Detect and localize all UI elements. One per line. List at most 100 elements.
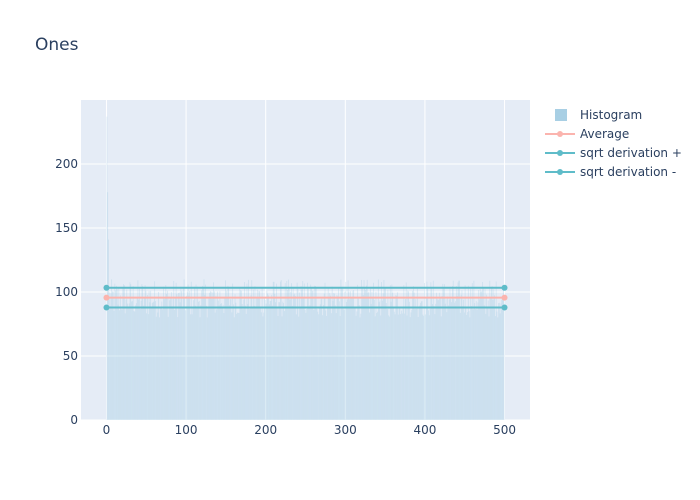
histogram-bar <box>349 299 351 420</box>
histogram-bar <box>435 303 437 420</box>
histogram-bar <box>115 290 117 420</box>
histogram-bar <box>366 285 367 420</box>
histogram-bar <box>345 281 347 420</box>
histogram-bar <box>502 287 504 420</box>
legend-item[interactable]: sqrt derivation + <box>545 146 682 160</box>
histogram-bar <box>164 296 166 420</box>
histogram-bar <box>423 315 425 420</box>
histogram-bar <box>298 316 300 420</box>
histogram-bar <box>178 293 179 420</box>
histogram-bar <box>390 301 392 420</box>
histogram-bar <box>484 289 486 420</box>
histogram-bar <box>451 286 453 420</box>
x-tick-label: 200 <box>254 423 277 437</box>
histogram-bar <box>215 295 217 420</box>
histogram-bar <box>233 317 235 420</box>
histogram-bar <box>426 281 428 420</box>
histogram-bar <box>136 298 138 420</box>
histogram-bar <box>186 291 188 420</box>
histogram-bar <box>416 308 417 420</box>
histogram-bar <box>475 301 477 420</box>
histogram-bar <box>370 303 372 420</box>
histogram-bar <box>292 287 294 420</box>
histogram-bar <box>498 302 500 420</box>
histogram-bar <box>268 304 270 420</box>
histogram-bar <box>186 295 187 420</box>
histogram-bar <box>340 279 342 420</box>
histogram-bar <box>294 293 296 420</box>
histogram-bar <box>381 282 382 420</box>
histogram-bar <box>376 313 378 420</box>
histogram-bar <box>217 300 219 420</box>
y-tick-label: 100 <box>55 285 78 299</box>
legend-item[interactable]: Histogram <box>555 108 642 122</box>
histogram-bar <box>154 281 156 420</box>
histogram-bar <box>385 287 386 420</box>
histogram-bar <box>386 309 388 420</box>
histogram-bar <box>316 308 318 420</box>
histogram-bar <box>344 291 346 420</box>
histogram-bar <box>324 282 326 420</box>
histogram-bar <box>356 311 358 420</box>
chart-title: Ones <box>35 35 79 55</box>
histogram-bar <box>485 313 487 420</box>
histogram-bar <box>212 292 214 420</box>
histogram-bar <box>200 305 202 420</box>
histogram-bar <box>490 286 492 420</box>
histogram-bar <box>334 293 335 420</box>
histogram-bar <box>299 292 300 420</box>
histogram-bar <box>260 307 261 420</box>
histogram-bar <box>129 282 131 420</box>
histogram-bar <box>365 289 367 420</box>
histogram-bar <box>155 301 156 420</box>
histogram-bar <box>371 291 373 420</box>
histogram-bar <box>111 279 113 420</box>
histogram-bar <box>367 292 369 420</box>
legend-item[interactable]: sqrt derivation - <box>545 165 676 179</box>
legend-item[interactable]: Average <box>545 127 629 141</box>
histogram-bar <box>296 282 298 420</box>
histogram-bar <box>497 317 499 420</box>
histogram-bar <box>447 296 449 420</box>
histogram-bar <box>159 317 160 420</box>
series-point <box>103 284 110 291</box>
histogram-bar <box>377 279 379 420</box>
histogram-bar <box>377 311 378 420</box>
histogram-bar <box>270 300 272 420</box>
histogram-bar <box>366 279 368 420</box>
legend-label: Histogram <box>580 108 642 122</box>
histogram-bar <box>126 289 128 420</box>
histogram-bar <box>369 312 370 420</box>
histogram-bar <box>502 295 503 420</box>
histogram-bar <box>313 309 315 420</box>
histogram-bar <box>166 294 167 420</box>
histogram-bar <box>305 312 307 420</box>
histogram-bar <box>110 293 112 420</box>
histogram-bar <box>397 292 398 420</box>
histogram-bar <box>291 305 293 420</box>
histogram-bar <box>280 281 281 420</box>
histogram-bar <box>226 297 228 420</box>
histogram-bar <box>416 287 418 420</box>
histogram-bar <box>280 280 282 420</box>
histogram-bar <box>193 300 195 420</box>
histogram-bar <box>284 311 285 420</box>
histogram-bar <box>251 280 253 420</box>
histogram-bar <box>256 289 258 420</box>
histogram-bars <box>106 116 505 420</box>
histogram-bar <box>471 306 472 420</box>
histogram-bar <box>379 300 381 420</box>
histogram-bar <box>247 303 249 420</box>
y-tick-label: 150 <box>55 221 78 235</box>
histogram-bar <box>436 292 437 420</box>
x-tick-label: 500 <box>493 423 516 437</box>
histogram-bar <box>276 307 278 420</box>
histogram-bar <box>214 312 216 420</box>
histogram-bar <box>204 294 206 420</box>
histogram-bar <box>237 312 239 420</box>
histogram-bar <box>410 312 412 420</box>
histogram-bar <box>269 300 271 420</box>
histogram-bar <box>441 295 443 420</box>
histogram-bar <box>249 308 251 420</box>
histogram-bar <box>424 283 425 420</box>
